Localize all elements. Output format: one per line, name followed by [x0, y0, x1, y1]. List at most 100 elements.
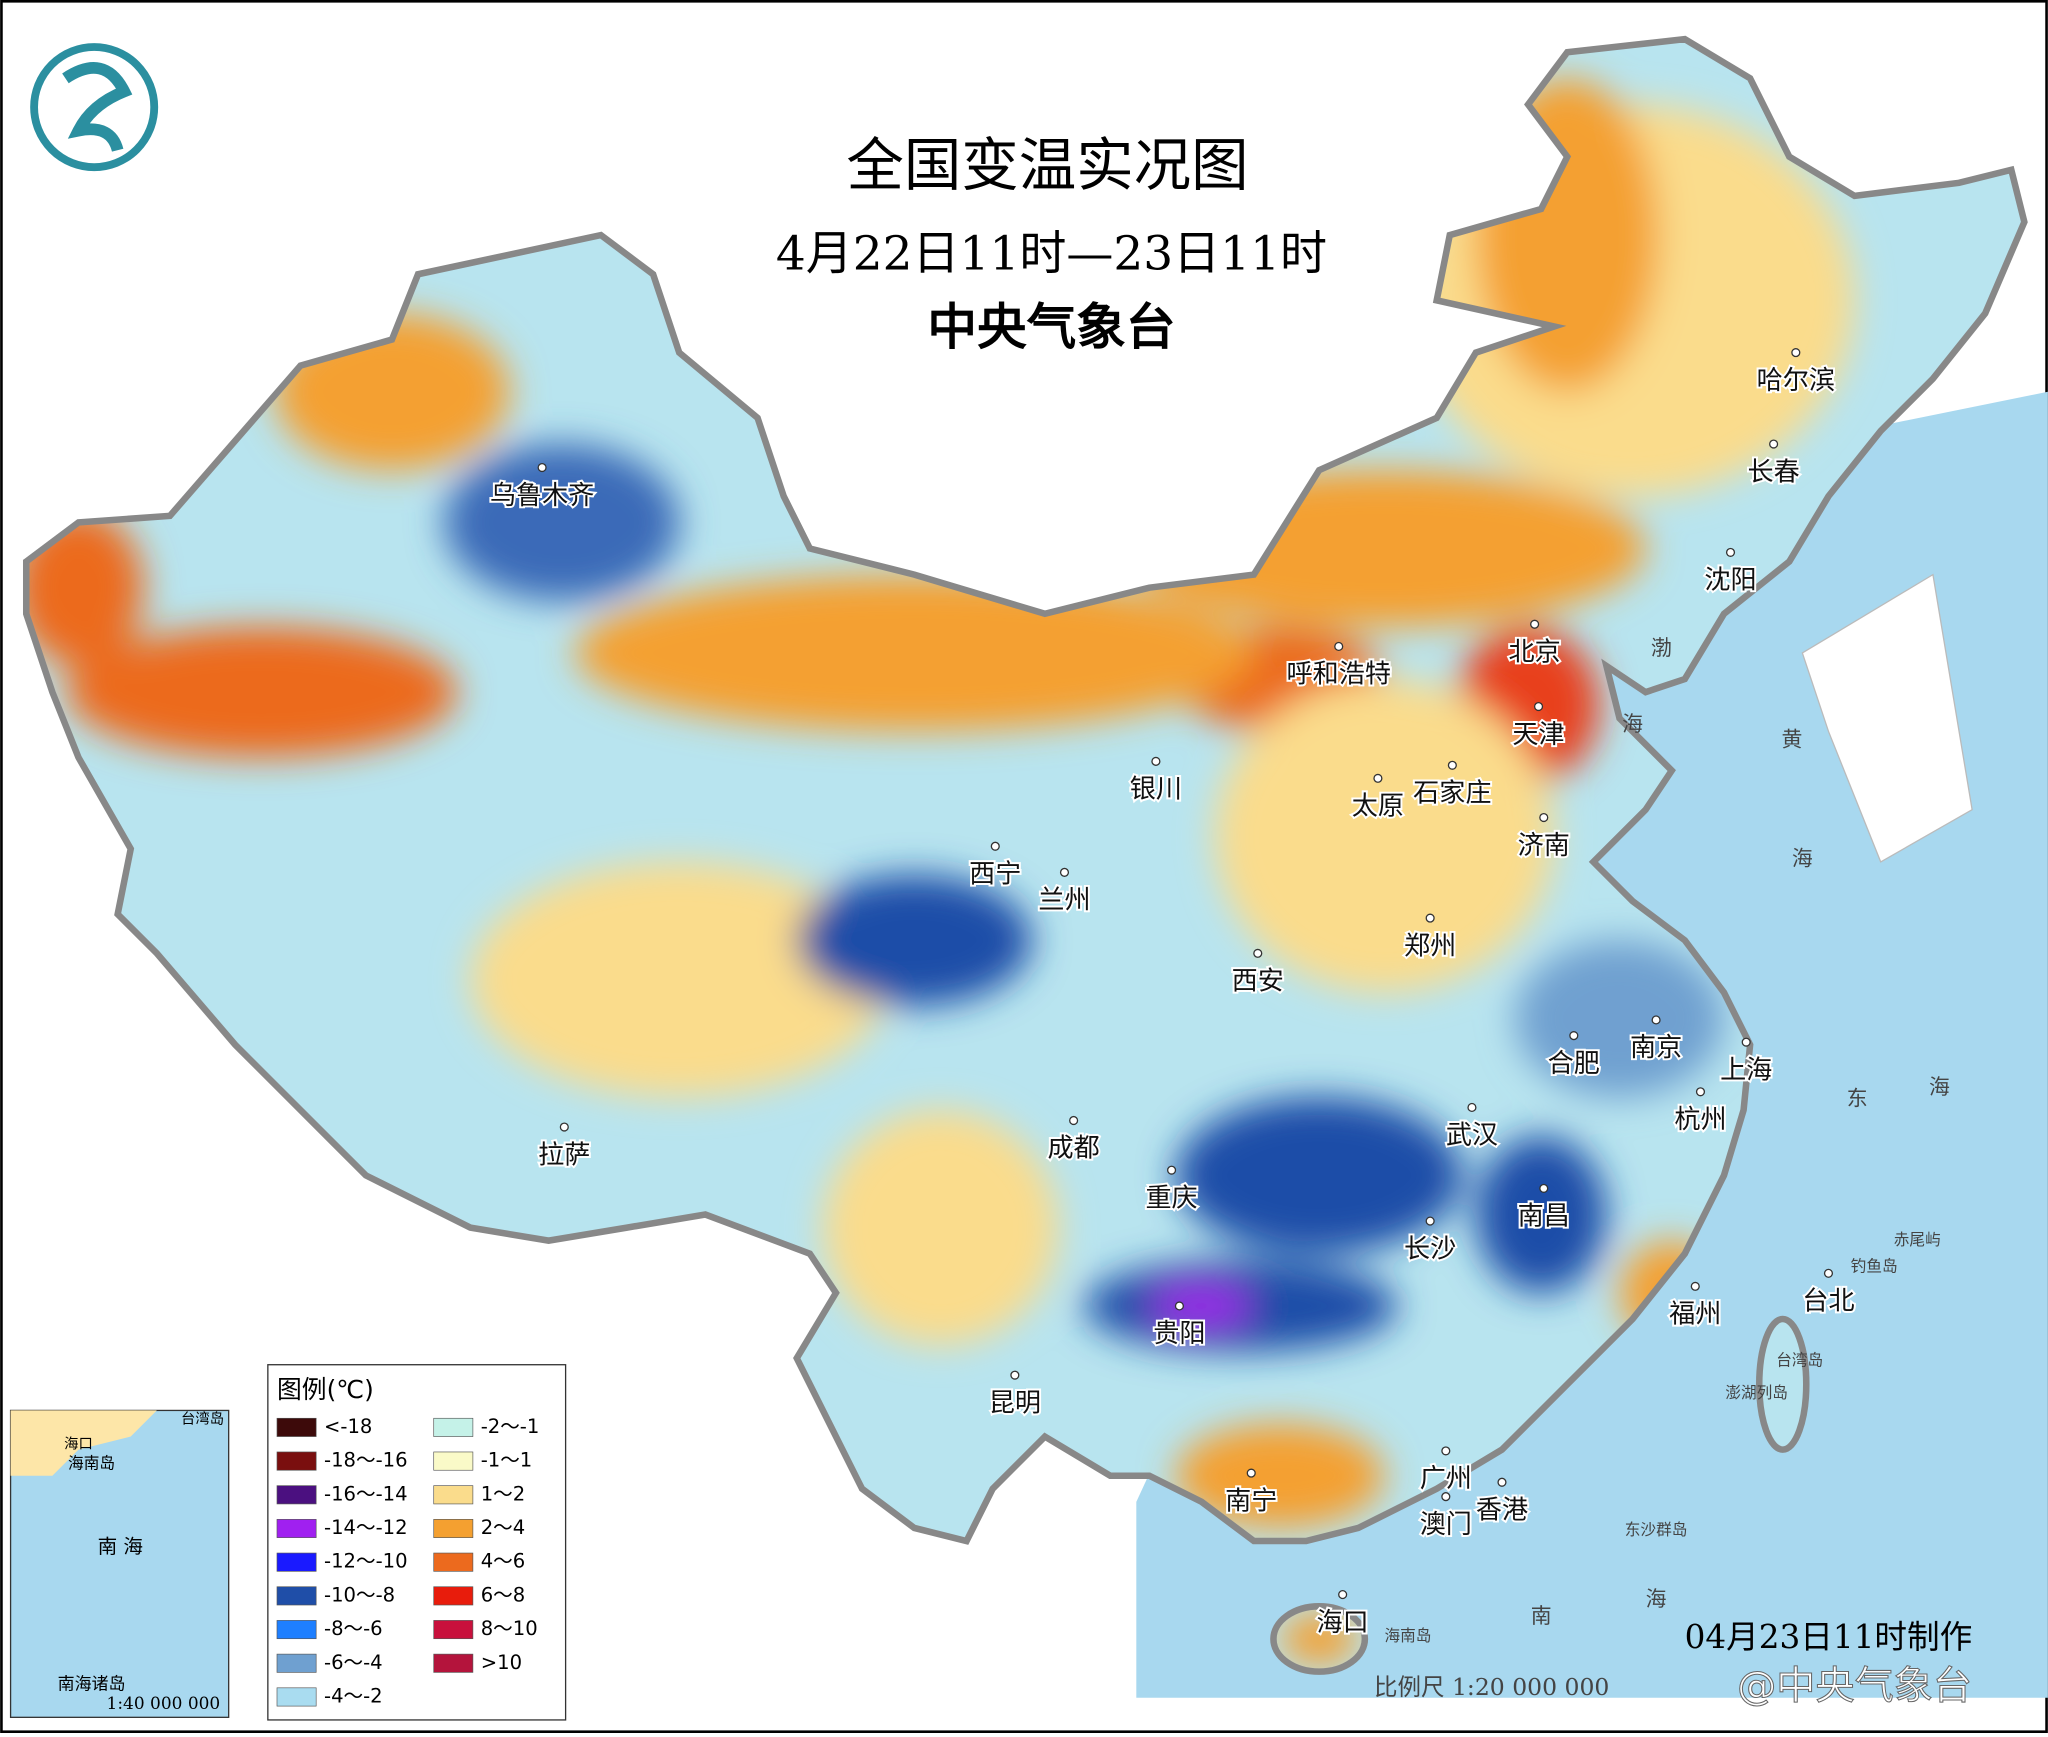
legend-title: 图例(℃) [277, 1375, 374, 1404]
legend-label: 2～4 [481, 1516, 526, 1539]
city-dot [1151, 756, 1161, 766]
legend-swatch [433, 1417, 474, 1437]
legend-swatch [433, 1586, 474, 1606]
place-label: 澎湖列岛 [1725, 1383, 1788, 1402]
city-dot [1725, 547, 1736, 557]
city-label: 南京 [1630, 1033, 1682, 1063]
inset-title: 南海诸岛 [58, 1675, 126, 1695]
city-dot [1059, 867, 1070, 877]
city-dot [1497, 1477, 1507, 1487]
city-label: 上海 [1720, 1055, 1772, 1085]
legend-label: 8～10 [481, 1617, 538, 1640]
legend: 图例(℃) <-18 -18～-16 -16～-14 -14～-12 -12～-10 -10… [267, 1364, 567, 1721]
inset-scale: 1:40 000 000 [107, 1694, 221, 1714]
city-dot [1441, 1492, 1451, 1502]
place-label: 南 [1531, 1604, 1552, 1628]
city-label: 天津 [1512, 720, 1564, 750]
city-dot [1425, 913, 1435, 923]
legend-label: -14～-12 [324, 1516, 408, 1539]
city-label: 银川 [1130, 775, 1182, 805]
city-dot [1174, 1301, 1184, 1311]
city-dot [1338, 1589, 1348, 1600]
legend-swatch [276, 1620, 317, 1640]
city-dot [1425, 1216, 1435, 1226]
city-dot [559, 1122, 569, 1132]
place-label: 海 [1646, 1587, 1667, 1611]
legend-swatch [433, 1451, 474, 1471]
city-dot [1651, 1015, 1661, 1025]
city-label: 沈阳 [1704, 566, 1756, 596]
city-dot [1690, 1281, 1700, 1291]
city-label: 呼和浩特 [1287, 660, 1391, 690]
city-label: 太原 [1352, 792, 1404, 822]
city-dot [1769, 439, 1779, 449]
subtitle: 4月22日11时—23日11时 [776, 226, 1327, 281]
legend-label: -16～-14 [324, 1482, 408, 1505]
title: 全国变温实况图 [846, 132, 1248, 199]
city-dot [1441, 1446, 1451, 1456]
legend-label: -12～-10 [324, 1550, 408, 1573]
logo [30, 43, 159, 172]
legend-label: 4～6 [481, 1550, 526, 1573]
legend-swatch [433, 1620, 474, 1640]
legend-label: -2～-1 [481, 1415, 540, 1438]
city-label: 重庆 [1145, 1183, 1197, 1213]
city-dot [1447, 760, 1457, 770]
city-dot [1533, 701, 1544, 712]
place-label: 台湾岛 [1776, 1350, 1823, 1369]
city-label: 哈尔滨 [1757, 366, 1835, 396]
city-label: 乌鲁木齐 [490, 481, 594, 511]
made-time: 04月23日11时制作 [1685, 1618, 1973, 1656]
legend-label: -18～-16 [324, 1449, 408, 1472]
inset-city: 海口 [64, 1435, 93, 1452]
legend-swatch [433, 1552, 474, 1572]
city-dot [1695, 1087, 1706, 1097]
inset-sea: 南 海 [98, 1535, 143, 1558]
city-label: 成都 [1048, 1134, 1100, 1164]
city-label: 郑州 [1404, 931, 1456, 961]
city-dot [990, 841, 1000, 851]
agency: 中央气象台 [927, 298, 1175, 356]
city-label: 台北 [1802, 1287, 1854, 1317]
city-dot [1741, 1037, 1751, 1047]
city-label: 合肥 [1548, 1049, 1600, 1079]
watermark: @中央气象台 [1737, 1664, 1972, 1709]
city-label: 济南 [1518, 831, 1570, 861]
korea [1801, 573, 1973, 863]
place-label: 东沙群岛 [1625, 1520, 1688, 1539]
place-label: 海 [1622, 712, 1643, 736]
city-dot [1539, 1183, 1549, 1193]
city-label: 贵阳 [1153, 1319, 1205, 1349]
city-dot [1539, 812, 1549, 823]
city-label: 广州 [1420, 1464, 1472, 1494]
scale: 比例尺 1:20 000 000 [1374, 1673, 1609, 1701]
city-label: 兰州 [1038, 886, 1090, 916]
place-label: 海 [1929, 1075, 1950, 1099]
city-label: 南宁 [1225, 1486, 1277, 1516]
city-label: 海口 [1317, 1608, 1369, 1638]
legend-swatch [276, 1653, 317, 1673]
legend-label: 6～8 [481, 1583, 526, 1606]
city-label: 拉萨 [538, 1140, 590, 1170]
place-label: 渤 [1651, 636, 1672, 660]
city-dot [1334, 641, 1344, 652]
place-label: 钓鱼岛 [1851, 1256, 1898, 1275]
legend-swatch [276, 1485, 317, 1505]
city-dot [1823, 1268, 1834, 1278]
place-label: 东 [1847, 1087, 1868, 1111]
inset-taiwan: 台湾岛 [181, 1411, 224, 1428]
legend-label: -6～-4 [324, 1651, 383, 1674]
place-label: 赤尾屿 [1894, 1230, 1941, 1249]
legend-label: -10～-8 [324, 1583, 395, 1606]
legend-label: -1～1 [481, 1449, 533, 1472]
legend-label: -8～-6 [324, 1617, 383, 1640]
legend-swatch [276, 1552, 317, 1572]
city-label: 北京 [1509, 637, 1561, 667]
city-dot [1530, 619, 1540, 629]
city-label: 西宁 [969, 859, 1021, 889]
city-dot [1791, 348, 1801, 358]
legend-swatch [276, 1451, 317, 1471]
city-label: 福州 [1669, 1300, 1721, 1330]
legend-swatch [433, 1485, 474, 1505]
